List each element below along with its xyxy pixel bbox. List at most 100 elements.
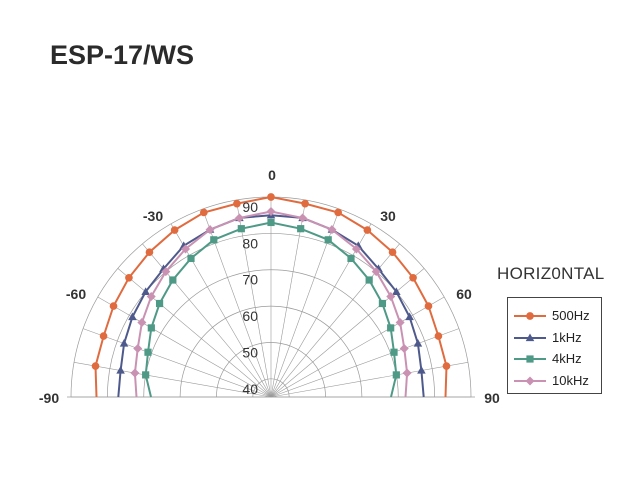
chart-subtitle: HORIZ0NTAL bbox=[497, 264, 605, 283]
data-point bbox=[146, 291, 156, 301]
grid-spoke bbox=[270, 296, 445, 398]
data-point bbox=[234, 213, 244, 223]
grid-spoke bbox=[97, 296, 272, 398]
data-point bbox=[233, 199, 241, 208]
grid-arc bbox=[179, 305, 363, 398]
data-point bbox=[413, 339, 423, 347]
data-point bbox=[130, 368, 140, 378]
data-point bbox=[147, 324, 155, 332]
grid-spoke bbox=[270, 223, 372, 398]
legend: 500Hz 1kHz 4kHz 10kHz bbox=[507, 297, 602, 394]
legend-item: 4kHz bbox=[508, 349, 601, 369]
data-point bbox=[417, 365, 426, 374]
angle-tick-label: 30 bbox=[380, 208, 396, 224]
data-point bbox=[99, 332, 108, 340]
data-point bbox=[91, 362, 100, 370]
chart-title: ESP-17/WS bbox=[50, 40, 195, 70]
data-point bbox=[301, 199, 309, 208]
data-point bbox=[205, 225, 215, 235]
data-point bbox=[119, 339, 129, 347]
radial-tick-label: 50 bbox=[242, 344, 258, 360]
data-point bbox=[125, 273, 133, 282]
data-point bbox=[298, 213, 308, 223]
data-point bbox=[267, 218, 275, 227]
grid-arc bbox=[143, 269, 399, 398]
data-point bbox=[237, 225, 245, 233]
grid-spoke bbox=[270, 362, 469, 398]
data-point bbox=[334, 208, 342, 217]
angle-tick-label: 90 bbox=[484, 390, 500, 406]
data-point bbox=[371, 267, 381, 277]
angle-tick-label: -60 bbox=[66, 286, 86, 302]
polar-grid bbox=[67, 196, 475, 398]
grid-arc bbox=[107, 233, 435, 398]
data-point bbox=[200, 208, 208, 217]
grid-spoke bbox=[270, 268, 425, 398]
data-point bbox=[386, 291, 396, 301]
data-point bbox=[161, 267, 171, 277]
data-point bbox=[388, 248, 397, 256]
data-point bbox=[170, 226, 179, 234]
data-point bbox=[434, 332, 443, 340]
data-point bbox=[351, 244, 361, 254]
legend-swatch bbox=[514, 333, 546, 341]
data-point bbox=[141, 287, 150, 295]
angle-tick-label: -90 bbox=[39, 390, 59, 406]
label-layer: 40 50 60 70 80 90 0 -30 30 -60 60 -90 90 bbox=[39, 167, 500, 406]
legend-item: 1kHz bbox=[508, 328, 601, 348]
data-point bbox=[392, 371, 400, 379]
radial-tick-label: 90 bbox=[242, 199, 258, 215]
data-point bbox=[324, 236, 332, 244]
grid-spoke bbox=[82, 328, 272, 398]
series-4khz bbox=[142, 218, 400, 398]
grid-spoke bbox=[270, 328, 460, 398]
data-point bbox=[402, 368, 412, 378]
series-layer bbox=[91, 193, 451, 398]
data-point bbox=[297, 225, 305, 233]
series-500hz bbox=[91, 193, 451, 398]
data-point bbox=[169, 276, 177, 284]
data-point bbox=[327, 225, 337, 235]
grid-spoke bbox=[73, 362, 272, 398]
grid-arc bbox=[216, 342, 326, 398]
grid-spoke bbox=[270, 243, 400, 398]
radial-tick-label: 60 bbox=[242, 308, 258, 324]
angle-tick-label: -30 bbox=[143, 208, 163, 224]
data-point bbox=[267, 193, 275, 201]
data-point bbox=[390, 348, 398, 356]
legend-label: 10kHz bbox=[552, 372, 589, 388]
radial-tick-label: 40 bbox=[242, 381, 258, 397]
grid-spoke bbox=[117, 268, 272, 398]
legend-swatch bbox=[514, 376, 546, 385]
data-point bbox=[109, 302, 118, 310]
data-point bbox=[142, 371, 150, 379]
radial-tick-label: 70 bbox=[242, 272, 258, 288]
series-10khz bbox=[130, 207, 412, 398]
legend-label: 500Hz bbox=[552, 308, 590, 323]
legend-swatch bbox=[514, 355, 546, 363]
data-point bbox=[387, 324, 395, 332]
grid-spoke bbox=[236, 199, 272, 398]
data-point bbox=[395, 317, 405, 327]
data-point bbox=[266, 207, 276, 217]
data-point bbox=[116, 365, 125, 374]
data-point bbox=[128, 312, 137, 321]
grid-spoke bbox=[170, 223, 272, 398]
grid-spoke bbox=[270, 199, 306, 398]
data-point bbox=[399, 343, 409, 353]
data-point bbox=[144, 348, 152, 356]
data-point bbox=[155, 299, 164, 308]
data-point bbox=[405, 312, 414, 321]
angle-tick-label: 0 bbox=[268, 167, 276, 183]
data-point bbox=[442, 362, 451, 370]
data-point bbox=[424, 302, 433, 310]
angle-tick-label: 60 bbox=[456, 286, 472, 302]
data-point bbox=[409, 273, 417, 282]
data-point bbox=[210, 236, 218, 244]
data-point bbox=[181, 244, 191, 254]
data-point bbox=[133, 343, 143, 353]
data-point bbox=[392, 287, 401, 295]
data-point bbox=[137, 317, 147, 327]
data-point bbox=[365, 276, 373, 284]
